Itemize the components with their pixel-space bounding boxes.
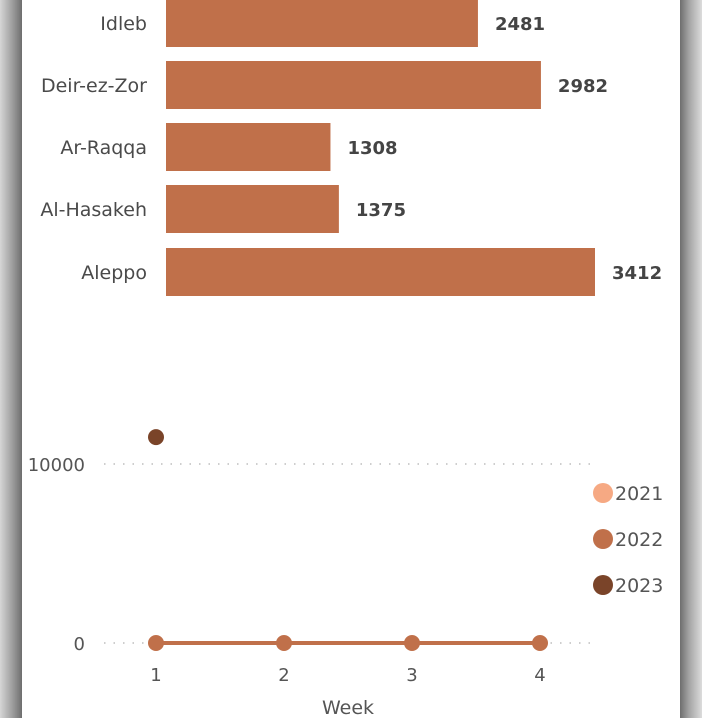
x-tick-label: 1 — [150, 665, 161, 686]
legend-marker — [593, 575, 613, 595]
category-label: Idleb — [100, 13, 147, 35]
data-point — [276, 635, 292, 651]
category-label: Deir-ez-Zor — [41, 75, 147, 97]
bar — [166, 248, 595, 296]
data-label: 3412 — [612, 263, 662, 284]
data-label: 2982 — [558, 76, 608, 97]
y-tick-label: 0 — [74, 634, 85, 655]
window-frame-right — [680, 0, 702, 718]
report-panel — [22, 0, 680, 718]
x-tick-label: 4 — [534, 665, 545, 686]
data-point — [404, 635, 420, 651]
window-frame-left — [0, 0, 22, 718]
category-label: Al-Hasakeh — [40, 199, 147, 221]
legend-label: 2021 — [615, 483, 663, 505]
bar — [166, 185, 339, 233]
x-tick-label: 3 — [406, 665, 417, 686]
x-tick-label: 2 — [278, 665, 289, 686]
data-label: 1375 — [356, 200, 406, 221]
data-point — [148, 429, 164, 446]
bar — [166, 61, 541, 109]
y-tick-label: 10000 — [28, 455, 85, 476]
x-axis-title: Week — [322, 697, 374, 718]
legend-label: 2023 — [615, 575, 663, 597]
data-label: 1308 — [347, 138, 397, 159]
bar — [166, 123, 331, 171]
data-label: 2481 — [495, 14, 545, 35]
category-label: Aleppo — [81, 262, 147, 284]
data-point — [532, 635, 548, 651]
category-label: Ar-Raqqa — [60, 137, 147, 159]
legend-marker — [593, 529, 613, 549]
legend-marker — [593, 483, 613, 503]
bar — [166, 0, 478, 47]
data-point — [148, 635, 164, 651]
legend-label: 2022 — [615, 529, 663, 551]
bar-chart — [166, 0, 595, 296]
